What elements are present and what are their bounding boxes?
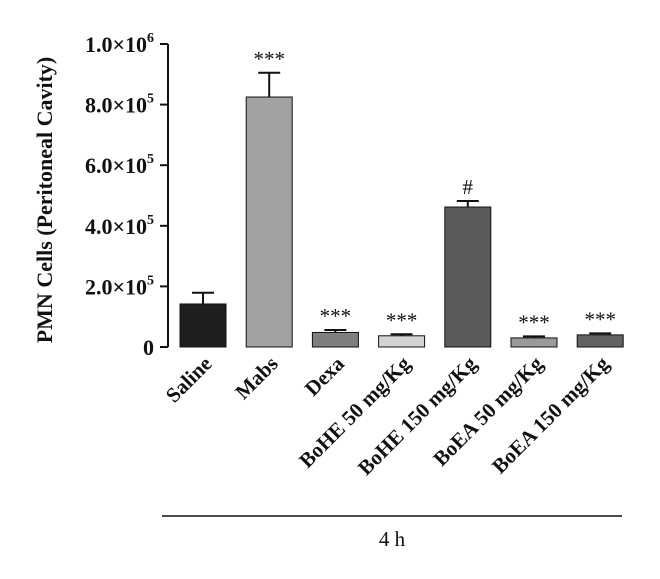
y-tick-mantissa: 1.0×10 [85,32,147,57]
y-tick-mantissa: 0 [143,335,154,360]
bar [311,331,359,348]
bar [245,96,293,348]
y-tick-label: 1.0×106 [85,31,154,57]
y-tick-exponent: 5 [147,92,154,107]
y-tick-mantissa: 2.0×10 [85,274,147,299]
significance-label: *** [253,47,285,71]
y-tick-mantissa: 8.0×10 [85,93,147,118]
y-tick-label: 0 [143,335,154,360]
significance-label: *** [584,307,616,331]
y-tick-mantissa: 6.0×10 [85,153,147,178]
bar [444,206,492,348]
y-axis-title: PMN Cells (Peritoneal Cavity) [32,57,57,344]
significance-label: *** [386,308,418,332]
y-tick-exponent: 5 [147,213,154,228]
y-tick-label: 4.0×105 [85,213,154,239]
group-label: 4 h [379,527,406,551]
y-tick-label: 8.0×105 [85,92,154,118]
x-category-label: BoHE 50 mg/Kg [294,351,415,472]
y-tick-exponent: 5 [147,152,154,167]
bar [510,337,558,348]
significance-label: *** [320,304,352,328]
y-tick-exponent: 6 [147,31,154,46]
y-tick-mantissa: 4.0×10 [85,214,147,239]
significance-label: # [463,175,474,199]
bar [576,334,624,348]
significance-label: *** [518,310,550,334]
bars: *** *** *** # *** *** [179,47,624,348]
x-category-label: Saline [161,352,217,408]
y-tick-label: 6.0×105 [85,152,154,178]
bar [179,303,227,348]
x-category-label: BoHE 150 mg/Kg [353,351,482,480]
x-category-label: Dexa [300,351,349,400]
y-tick-exponent: 5 [147,273,154,288]
x-category-label: BoEA 150 mg/Kg [487,351,614,478]
bar [378,335,426,348]
x-category-label: Mabs [230,352,282,404]
y-tick-label: 2.0×105 [85,273,154,299]
